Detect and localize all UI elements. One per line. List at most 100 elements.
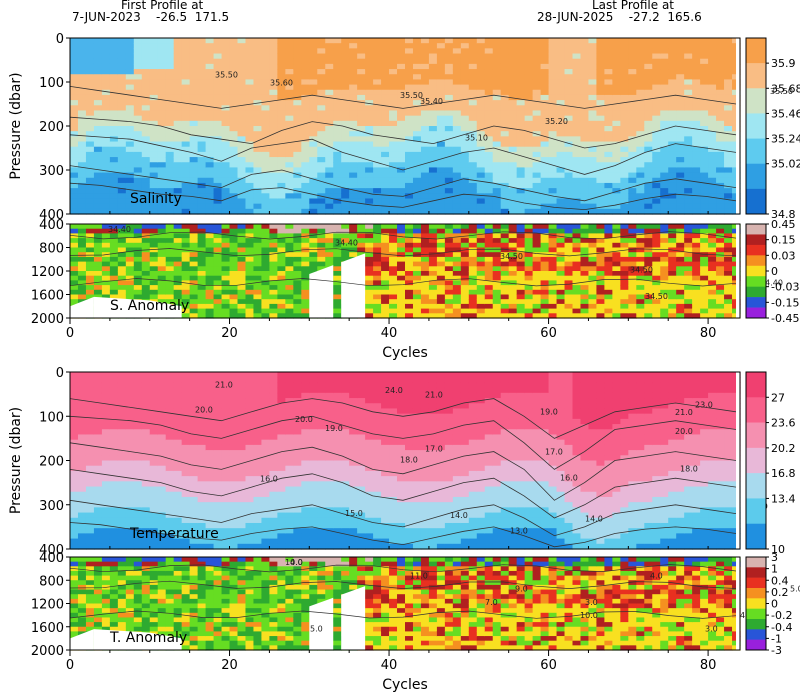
cell xyxy=(93,136,103,143)
cell xyxy=(269,177,278,184)
cell xyxy=(77,502,87,508)
cell xyxy=(668,84,677,91)
cell xyxy=(165,100,175,106)
cell xyxy=(652,261,661,267)
cell xyxy=(436,110,446,117)
cell xyxy=(420,110,430,117)
cell xyxy=(77,418,87,425)
cell xyxy=(70,491,79,498)
cell xyxy=(468,115,478,122)
cell xyxy=(564,69,574,75)
cell xyxy=(317,84,326,91)
cell xyxy=(644,198,653,205)
cell xyxy=(612,177,621,184)
cell xyxy=(189,38,199,44)
cell xyxy=(516,94,526,101)
cell xyxy=(444,167,454,174)
cell xyxy=(612,228,621,234)
cell xyxy=(397,48,406,55)
cell xyxy=(676,58,685,65)
cell xyxy=(676,280,685,286)
cell xyxy=(333,110,342,117)
cell xyxy=(724,63,733,70)
cell xyxy=(285,89,294,96)
cell xyxy=(580,233,590,239)
cell xyxy=(620,308,629,314)
cell xyxy=(85,203,95,210)
cell xyxy=(580,285,590,291)
cell xyxy=(245,94,255,101)
cell xyxy=(117,280,127,286)
cell xyxy=(237,224,247,230)
cell xyxy=(516,275,526,281)
cell xyxy=(556,89,566,96)
cell xyxy=(636,271,645,277)
cell xyxy=(125,533,135,540)
cell xyxy=(684,89,693,96)
data-gap xyxy=(736,38,740,214)
cell xyxy=(636,110,645,117)
cell xyxy=(213,182,223,189)
cell xyxy=(77,372,87,378)
cell xyxy=(189,285,199,291)
cell xyxy=(524,146,534,153)
cell xyxy=(524,38,534,44)
cell xyxy=(580,43,590,49)
cell xyxy=(412,58,422,65)
cell xyxy=(245,182,255,189)
cell xyxy=(684,299,693,305)
cell xyxy=(412,308,422,314)
cell xyxy=(237,69,247,75)
cell xyxy=(452,89,462,96)
cell xyxy=(93,289,103,296)
cell xyxy=(125,434,135,441)
cell xyxy=(596,43,606,49)
cell xyxy=(229,303,239,310)
cell xyxy=(556,280,566,286)
cell xyxy=(420,141,430,148)
cell xyxy=(77,157,87,163)
cell xyxy=(700,275,709,281)
cell xyxy=(117,203,127,210)
cell xyxy=(365,48,374,55)
cell xyxy=(397,247,406,253)
cell xyxy=(117,146,127,153)
cell xyxy=(117,120,127,127)
cell xyxy=(700,313,709,319)
cell xyxy=(285,242,294,249)
cell xyxy=(628,247,637,253)
cell xyxy=(652,157,661,163)
cell xyxy=(420,285,430,291)
cell xyxy=(588,79,598,86)
cell xyxy=(70,126,79,132)
cell xyxy=(460,285,470,291)
cell xyxy=(213,193,223,200)
cell xyxy=(556,271,566,277)
cell xyxy=(173,242,183,249)
contour-line xyxy=(69,86,737,109)
cell xyxy=(692,252,701,258)
cell xyxy=(724,242,733,249)
cell xyxy=(596,203,606,210)
cell xyxy=(596,100,606,106)
cell xyxy=(684,275,693,281)
cell xyxy=(205,58,215,65)
cell xyxy=(540,299,550,305)
cell xyxy=(660,252,669,258)
cell xyxy=(77,53,87,60)
cell xyxy=(381,242,390,249)
cell xyxy=(117,136,127,143)
cell xyxy=(516,131,526,137)
cell xyxy=(580,94,590,101)
cell xyxy=(564,308,574,314)
cell xyxy=(484,289,494,296)
cell xyxy=(109,465,119,472)
cell xyxy=(101,266,111,272)
cell xyxy=(77,233,87,239)
cell xyxy=(460,167,470,174)
cell xyxy=(428,242,438,249)
cell xyxy=(397,275,406,281)
x-tick-label: 80 xyxy=(700,326,717,341)
cell xyxy=(325,238,334,244)
cell xyxy=(572,94,582,101)
